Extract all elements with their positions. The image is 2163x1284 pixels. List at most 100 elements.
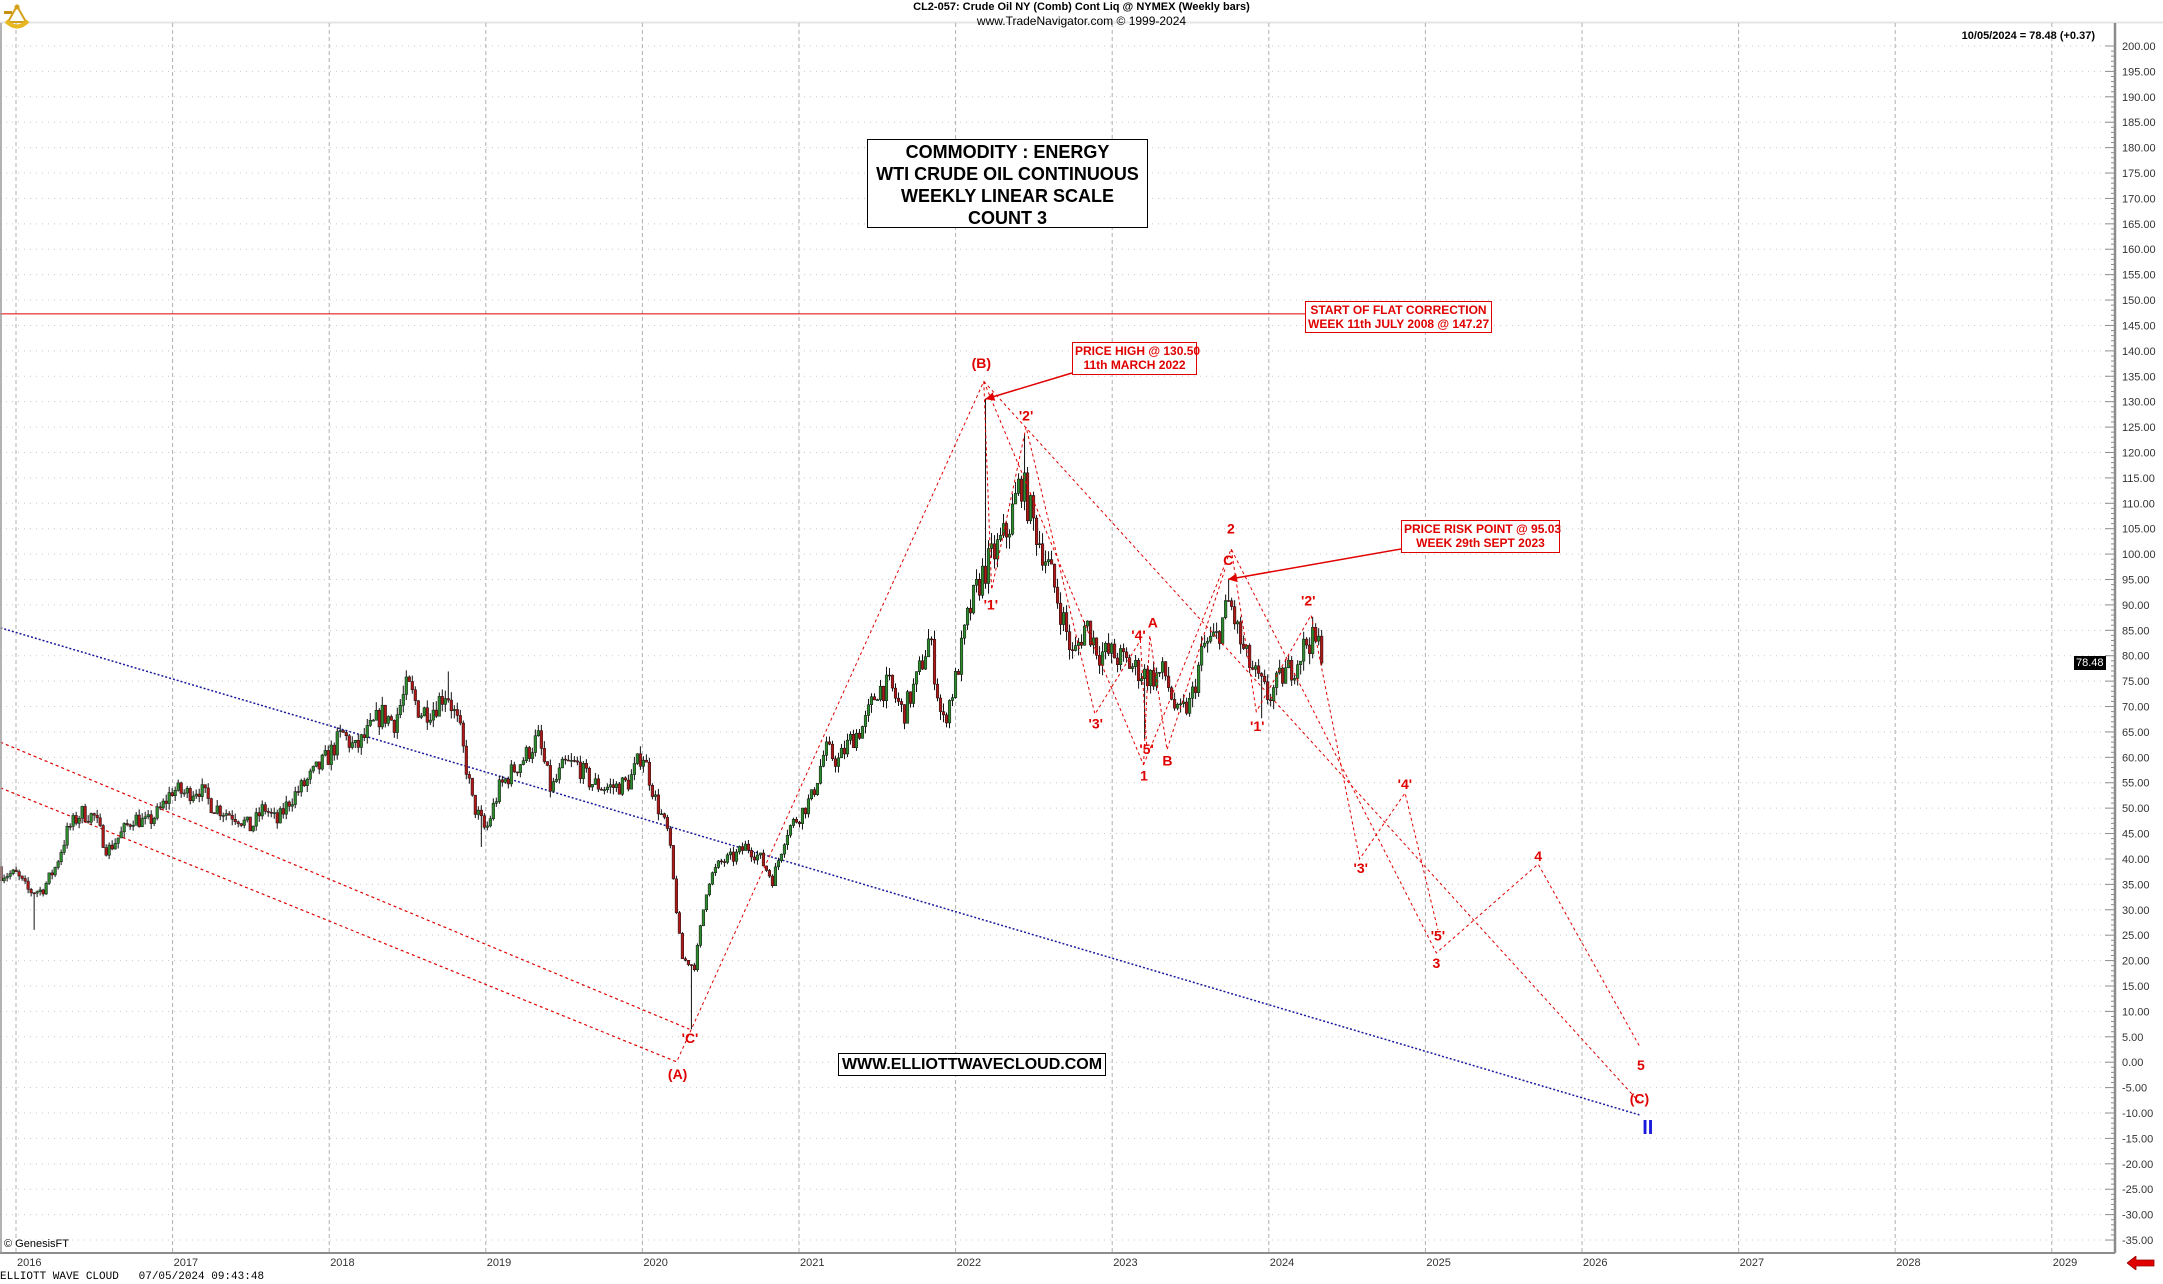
candle-body <box>644 759 648 763</box>
candle-body <box>566 759 570 762</box>
candle-body <box>605 786 609 791</box>
candle-body <box>278 808 282 824</box>
candle-body <box>341 730 345 733</box>
candle-body <box>809 789 814 800</box>
y-tick-label: -25.00 <box>2122 1184 2153 1196</box>
candle-body <box>1122 648 1126 653</box>
candle-body <box>662 813 666 818</box>
candle-body <box>1239 621 1243 645</box>
candle-body <box>1305 638 1309 646</box>
candle-body <box>1314 627 1318 642</box>
candle-body <box>236 821 240 824</box>
candle-body <box>1245 645 1249 649</box>
candle-body <box>896 697 901 702</box>
candle-body <box>1194 686 1198 693</box>
candle-body <box>488 818 492 827</box>
candle-body <box>1007 533 1012 538</box>
candle-body <box>119 831 123 839</box>
candle-body <box>1158 672 1162 674</box>
candle-body <box>269 811 273 814</box>
candle-body <box>911 683 916 704</box>
candle-body <box>380 704 384 728</box>
candle-body <box>1056 586 1060 604</box>
y-tick-label: 10.00 <box>2122 1006 2150 1018</box>
candle-body <box>350 742 354 748</box>
candle-body <box>116 837 120 844</box>
x-tick-label: 2026 <box>1583 1257 1607 1269</box>
y-tick-label: 65.00 <box>2122 727 2150 739</box>
candle-body <box>947 700 952 724</box>
candle-body <box>704 894 708 911</box>
wave-label: (C) <box>1630 1090 1649 1106</box>
y-tick-label: 195.00 <box>2122 66 2156 78</box>
candle-body <box>416 700 420 718</box>
candle-body <box>245 816 249 821</box>
candle-body <box>146 814 150 818</box>
candle-body <box>200 784 204 797</box>
candle-body <box>326 750 330 765</box>
candle-body <box>905 691 910 724</box>
candle-body <box>1104 643 1108 653</box>
candle-body <box>395 714 399 733</box>
candle-body <box>869 696 874 706</box>
candle-body <box>218 805 222 817</box>
candle-body <box>68 825 72 828</box>
candle-body <box>833 758 838 767</box>
candle-body <box>26 880 30 890</box>
time-axis[interactable]: 2016 2017 2018 2019 2020 2021 2022 2023 2024 2025… <box>17 1257 2077 1269</box>
red-left-arrow-icon[interactable] <box>2126 1255 2155 1275</box>
candle-body <box>1257 665 1261 674</box>
candle-body <box>1071 649 1075 652</box>
candle-body <box>239 823 243 826</box>
candle-body <box>1137 660 1141 682</box>
candle-body <box>224 813 228 816</box>
wave-label: B <box>1162 752 1172 768</box>
candle-body <box>1167 675 1171 688</box>
candle-body <box>827 741 832 745</box>
candle-body <box>338 730 342 732</box>
candle-body <box>473 794 477 815</box>
candle-body <box>1299 660 1303 665</box>
y-tick-label: 40.00 <box>2122 854 2150 866</box>
candle-body <box>50 872 54 876</box>
blue-trendline <box>0 627 1641 1116</box>
candle-body <box>968 607 973 614</box>
y-tick-label: 15.00 <box>2122 981 2150 993</box>
price-axis[interactable]: -35.00 -30.00 -25.00 -20.00 -15.00 -10.00 -5.0… <box>0 23 2156 1254</box>
callout-line: WEEK 29th SEPT 2023 <box>1416 536 1545 550</box>
candle-body <box>1272 687 1276 702</box>
candle-body <box>1053 563 1057 588</box>
candles <box>0 399 1324 1030</box>
candle-body <box>938 697 943 712</box>
candle-body <box>683 958 687 961</box>
candle-body <box>5 876 9 879</box>
candle-body <box>1224 600 1228 618</box>
candle-body <box>1101 651 1105 666</box>
candle-body <box>614 783 618 788</box>
grid <box>0 23 2115 1253</box>
candle-body <box>671 845 675 880</box>
candle-body <box>767 870 771 877</box>
candle-body <box>404 676 408 695</box>
title-box: COMMODITY : ENERGY WTI CRUDE OIL CONTINU… <box>867 139 1148 228</box>
channel-line <box>0 741 690 1030</box>
y-tick-label: 95.00 <box>2122 575 2150 587</box>
candle-body <box>335 731 339 756</box>
candle-body <box>1260 673 1264 677</box>
candle-body <box>203 784 207 789</box>
candle-body <box>131 825 135 827</box>
candle-body <box>962 624 967 639</box>
candle-body <box>1200 645 1204 666</box>
candle-body <box>1019 478 1024 502</box>
wave-label: '5' <box>1431 928 1445 944</box>
header-band <box>0 0 2163 22</box>
candle-body <box>788 825 792 836</box>
candle-body <box>1022 472 1027 502</box>
candle-body <box>782 844 786 855</box>
candle-body <box>509 764 513 785</box>
candle-body <box>1173 699 1177 709</box>
candle-body <box>353 740 357 743</box>
wave-label: C <box>1223 552 1233 568</box>
candle-body <box>74 815 78 824</box>
